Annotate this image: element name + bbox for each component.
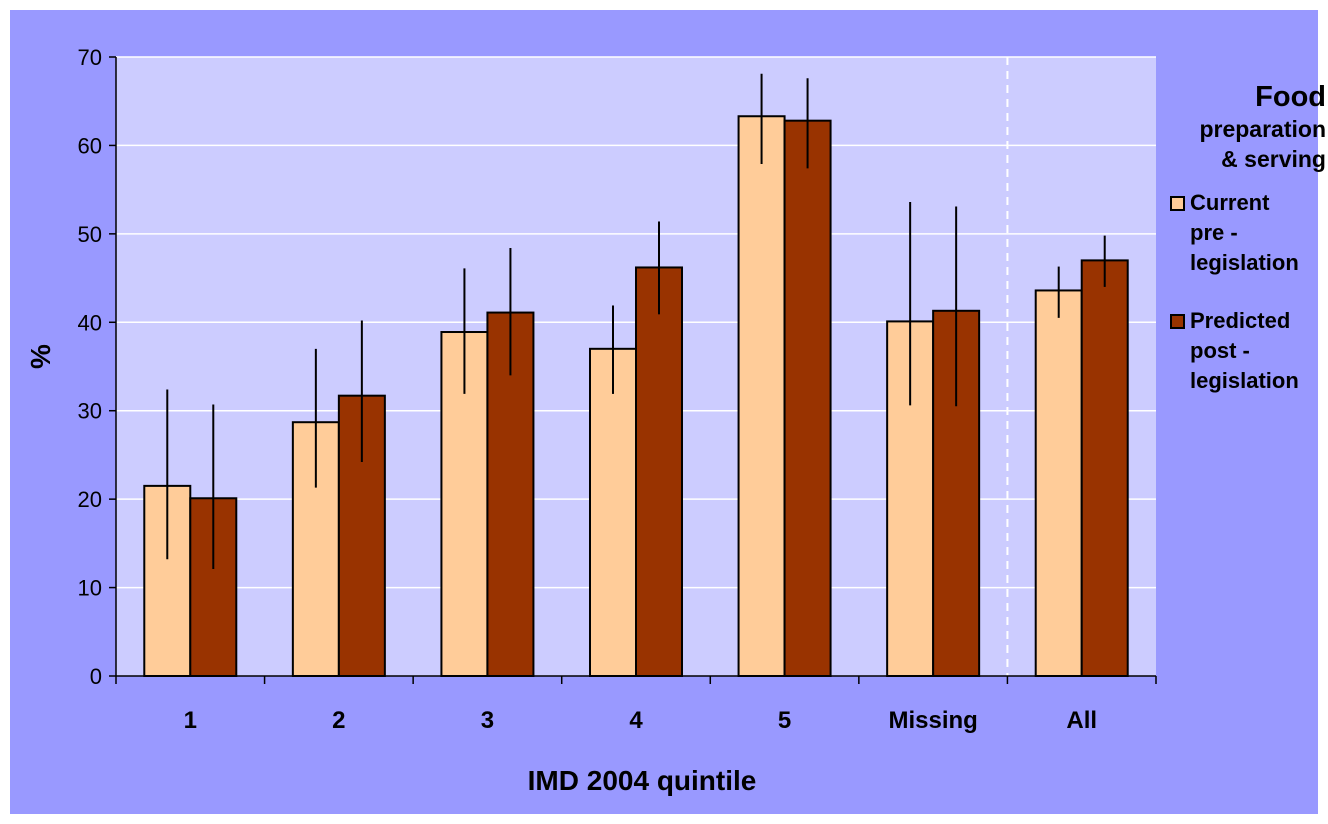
tick-labels: 0 10 20 30 40 50 60 70 1 2 3 4 5 Missing All [78,45,1098,734]
y-axis-title: % [25,344,56,369]
x-tick-label: 2 [332,707,345,734]
y-tick-label: 10 [78,576,102,601]
legend-label-line: legislation [1190,368,1299,393]
y-tick-label: 70 [78,45,102,70]
bar-predicted [783,119,832,677]
y-tick-label: 20 [78,487,102,512]
x-tick-label: 4 [629,707,643,734]
y-tick-label: 0 [90,664,102,689]
y-tick-label: 50 [78,222,102,247]
x-tick-label: Missing [888,707,977,734]
legend-title: Food preparation & serving [1170,80,1328,174]
legend-entry-current: Current pre - legislation [1170,188,1328,278]
bar-chart: 0 10 20 30 40 50 60 70 1 2 3 4 5 Missing All IMD 2004 … [25,45,1157,796]
bar-current [737,115,786,678]
bars [143,115,1129,678]
legend: Food preparation & serving Current pre -… [1170,80,1328,396]
chart-frame: 0 10 20 30 40 50 60 70 1 2 3 4 5 Missing All IMD 2004 … [10,10,1326,814]
y-tick-label: 30 [78,399,102,424]
x-tick-label: 3 [481,707,494,734]
legend-title-line-3: & serving [1221,146,1326,172]
bar-predicted [1080,259,1129,677]
legend-label-line: Predicted [1190,308,1291,333]
legend-label-line: Current [1190,190,1270,215]
legend-label-line: post - [1190,338,1250,363]
y-tick-label: 40 [78,310,102,335]
legend-entry-predicted: Predicted post - legislation [1170,306,1328,396]
legend-label-line: legislation [1190,250,1299,275]
bar-current [1034,289,1083,677]
legend-title-line-2: preparation [1199,116,1326,142]
legend-title-line-1: Food [1255,81,1326,113]
axes [109,56,1157,684]
bar-current [589,347,637,677]
error-bars [166,73,1106,570]
x-tick-label: 1 [184,707,197,734]
x-axis-title: IMD 2004 quintile [528,765,757,796]
x-tick-label: 5 [778,707,791,734]
legend-swatch-current [1170,196,1185,211]
bar-predicted [635,266,683,677]
legend-swatch-predicted [1170,314,1185,329]
y-tick-label: 60 [78,133,102,158]
legend-label-line: pre - [1190,220,1238,245]
x-tick-label: All [1066,707,1097,734]
